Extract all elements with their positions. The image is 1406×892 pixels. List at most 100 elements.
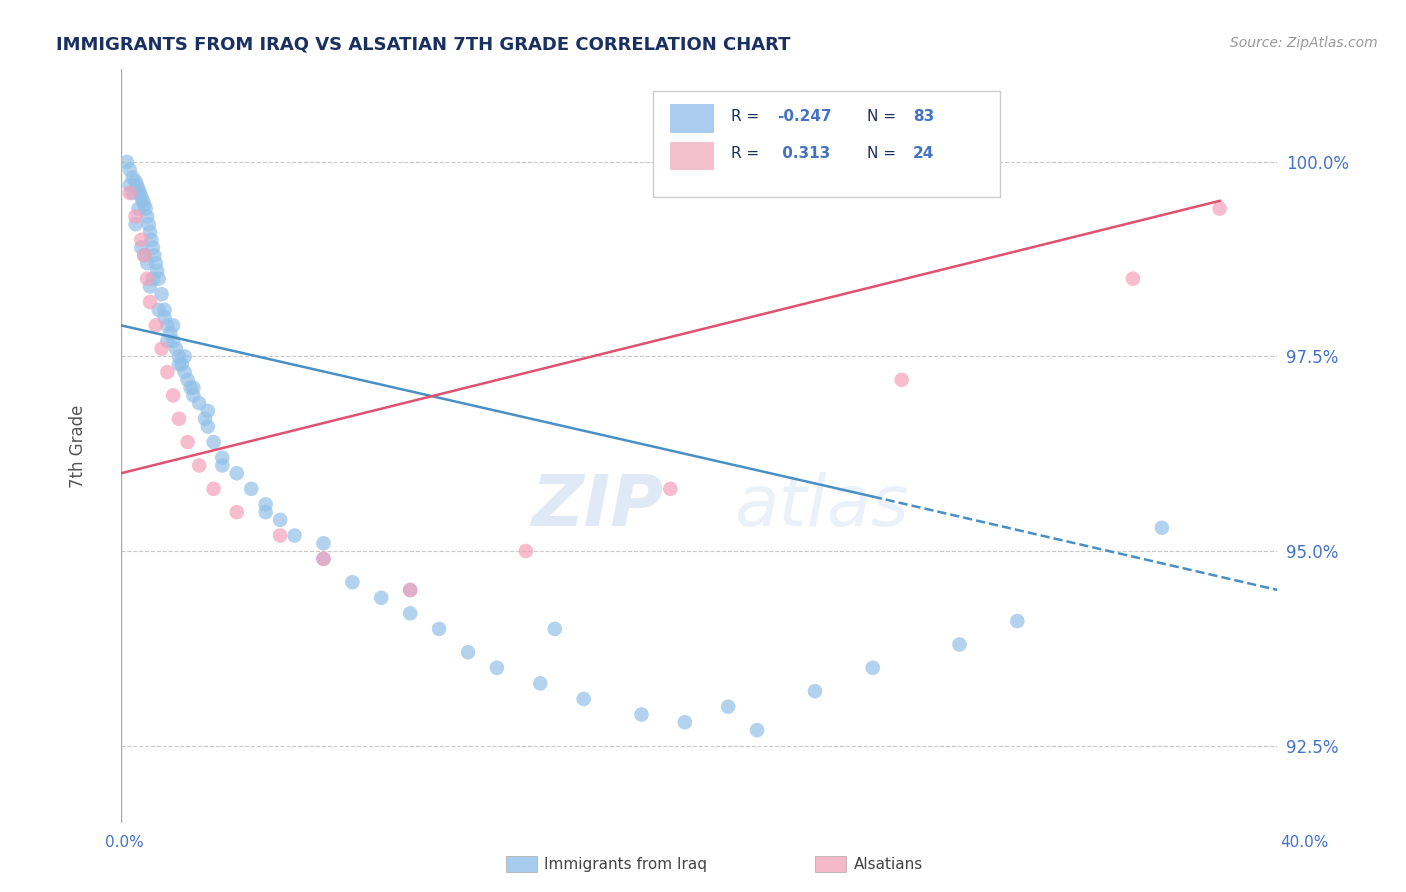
Point xyxy=(269,513,291,527)
Point xyxy=(128,186,150,200)
Text: 0.0%: 0.0% xyxy=(105,836,145,850)
Point xyxy=(399,582,422,597)
Point xyxy=(142,241,165,255)
Point xyxy=(948,637,970,651)
Text: -0.247: -0.247 xyxy=(776,109,831,124)
Point xyxy=(118,162,141,177)
Point xyxy=(1208,202,1230,216)
Point xyxy=(139,225,162,239)
Point xyxy=(173,365,195,379)
Point xyxy=(176,373,198,387)
Point xyxy=(630,707,652,722)
Point xyxy=(176,435,198,450)
Text: N =: N = xyxy=(868,146,901,161)
Point xyxy=(170,357,193,371)
Point xyxy=(162,388,184,402)
Point xyxy=(202,435,225,450)
Point xyxy=(146,264,169,278)
Point xyxy=(156,318,179,333)
Point xyxy=(135,202,157,216)
Point xyxy=(118,186,141,200)
Point xyxy=(254,505,277,519)
Text: N =: N = xyxy=(868,109,901,124)
Point xyxy=(211,450,233,465)
Point xyxy=(165,342,187,356)
Text: Immigrants from Iraq: Immigrants from Iraq xyxy=(544,857,707,871)
Point xyxy=(745,723,768,737)
Point xyxy=(162,318,184,333)
Point xyxy=(515,544,537,558)
Point xyxy=(183,388,205,402)
Point xyxy=(572,692,595,706)
Point xyxy=(125,178,148,193)
Point xyxy=(399,607,422,621)
Text: R =: R = xyxy=(731,109,763,124)
Text: 83: 83 xyxy=(914,109,935,124)
Point xyxy=(804,684,827,698)
Point xyxy=(134,248,156,262)
Text: 40.0%: 40.0% xyxy=(1281,836,1329,850)
Point xyxy=(153,310,176,325)
Point xyxy=(148,302,170,317)
Point xyxy=(156,365,179,379)
Bar xyxy=(652,91,1000,197)
Point xyxy=(131,241,153,255)
Point xyxy=(370,591,392,605)
Point xyxy=(141,233,163,247)
Point xyxy=(1150,521,1173,535)
Point xyxy=(254,497,277,511)
Point xyxy=(312,552,335,566)
Text: atlas: atlas xyxy=(734,472,908,541)
Point xyxy=(188,396,211,410)
Point xyxy=(197,404,219,418)
Point xyxy=(659,482,682,496)
Point xyxy=(121,186,143,200)
Point xyxy=(240,482,263,496)
Point xyxy=(124,174,146,188)
Point xyxy=(138,217,160,231)
Point xyxy=(544,622,567,636)
Point xyxy=(167,357,190,371)
Point xyxy=(150,287,173,301)
Text: 0.313: 0.313 xyxy=(776,146,830,161)
Point xyxy=(139,279,162,293)
Point xyxy=(139,295,162,310)
Text: Alsatians: Alsatians xyxy=(853,857,922,871)
Point xyxy=(167,350,190,364)
Point xyxy=(529,676,551,690)
Point xyxy=(717,699,740,714)
Point xyxy=(136,210,159,224)
Point xyxy=(142,271,165,285)
Bar xyxy=(671,104,714,133)
Point xyxy=(127,202,149,216)
Point xyxy=(150,342,173,356)
Point xyxy=(127,182,149,196)
Point xyxy=(145,318,167,333)
Text: 24: 24 xyxy=(914,146,935,161)
Point xyxy=(890,373,912,387)
Point xyxy=(134,248,156,262)
Point xyxy=(284,528,307,542)
Point xyxy=(173,350,195,364)
Point xyxy=(188,458,211,473)
Text: 7th Grade: 7th Grade xyxy=(69,404,87,488)
Point xyxy=(269,528,291,542)
Point xyxy=(145,256,167,270)
Point xyxy=(156,334,179,348)
Point xyxy=(312,552,335,566)
Point xyxy=(162,334,184,348)
Point xyxy=(1122,271,1144,285)
Point xyxy=(312,536,335,550)
Point xyxy=(342,575,364,590)
Point xyxy=(115,155,138,169)
Point xyxy=(197,419,219,434)
Point xyxy=(131,233,153,247)
Text: R =: R = xyxy=(731,146,763,161)
Point xyxy=(225,467,247,481)
Point xyxy=(131,190,153,204)
Point xyxy=(194,411,217,425)
Point xyxy=(1007,614,1029,628)
Point xyxy=(136,271,159,285)
Point xyxy=(862,661,884,675)
Point xyxy=(457,645,479,659)
